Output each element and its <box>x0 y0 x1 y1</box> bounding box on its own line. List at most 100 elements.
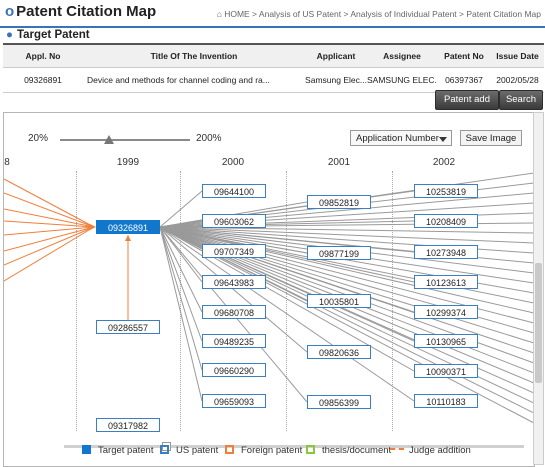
us-patent-node[interactable]: 09877199 <box>307 246 371 260</box>
thesis-swatch-icon <box>306 445 315 454</box>
target-swatch-icon <box>82 445 91 454</box>
zoom-max-label: 200% <box>196 133 222 144</box>
legend-judge: Judge addition <box>390 445 471 456</box>
title-bullet-icon: o <box>5 3 15 20</box>
us-patent-node[interactable]: 09643983 <box>202 275 266 289</box>
citation-edge <box>159 226 534 424</box>
arrowhead-icon <box>125 235 131 241</box>
column-header: Appl. No <box>3 43 83 68</box>
citation-edge <box>159 226 534 414</box>
us-patent-node[interactable]: 09603062 <box>202 214 266 228</box>
legend-us: US patent <box>160 445 218 456</box>
foreign-swatch-icon <box>225 445 234 454</box>
citation-edge <box>159 226 203 402</box>
citation-edge <box>159 226 534 234</box>
chevron-down-icon <box>439 137 447 142</box>
table-row[interactable]: 09326891 Device and methods for channel … <box>3 67 544 93</box>
page-title: o Patent Citation Map <box>5 3 156 20</box>
search-button[interactable]: Search <box>499 90 543 110</box>
citation-edge <box>159 226 534 244</box>
us-patent-node[interactable]: 09489235 <box>202 334 266 348</box>
year-label: 2002 <box>432 157 456 168</box>
legend-label: Target patent <box>98 445 154 456</box>
us-patent-node[interactable]: 09856399 <box>307 395 371 409</box>
column-header: Issue Date <box>491 43 544 68</box>
year-divider <box>286 171 287 431</box>
arrowhead-icon <box>90 224 96 230</box>
section-title-text: Target Patent <box>16 29 90 41</box>
table-header-row: Appl. No Title Of The Invention Applican… <box>3 43 544 68</box>
zoom-slider-handle[interactable] <box>104 135 115 144</box>
citation-edge <box>159 226 534 314</box>
us-patent-node[interactable]: 09659093 <box>202 394 266 408</box>
judge-edge <box>4 220 95 228</box>
us-patent-node[interactable]: 10299374 <box>414 305 478 319</box>
us-patent-node[interactable]: 09852819 <box>307 195 371 209</box>
year-divider <box>392 171 393 431</box>
breadcrumb: ⌂ HOME > Analysis of US Patent > Analysi… <box>216 9 541 19</box>
column-header: Applicant <box>305 43 367 68</box>
scrollbar-thumb[interactable] <box>535 263 542 383</box>
us-patent-node[interactable]: 10035801 <box>307 294 371 308</box>
us-patent-node[interactable]: 10273948 <box>414 245 478 259</box>
legend-label: US patent <box>176 445 219 456</box>
bullet-icon: ● <box>6 29 13 41</box>
us-patent-node[interactable]: 09317982 <box>96 418 160 432</box>
us-patent-node[interactable]: 09286557 <box>96 320 160 334</box>
year-label: 2000 <box>221 157 245 168</box>
us-patent-node[interactable]: 09680708 <box>202 305 266 319</box>
year-label: 8 <box>4 157 10 168</box>
us-patent-node[interactable]: 10130965 <box>414 334 478 348</box>
table-cell: SAMSUNG ELEC... <box>367 67 437 93</box>
us-patent-node[interactable]: 10123613 <box>414 275 478 289</box>
target-patent-node[interactable]: 09326891 <box>96 220 160 234</box>
sort-select-value: Application Number <box>356 133 439 144</box>
legend-label: Foreign patent <box>241 445 303 456</box>
us-patent-node[interactable]: 09820636 <box>307 345 371 359</box>
us-patent-node[interactable]: 09660290 <box>202 363 266 377</box>
table-cell: 2002/05/28 <box>491 67 544 93</box>
table-cell: 09326891 <box>3 67 83 93</box>
save-image-button[interactable]: Save Image <box>460 130 522 146</box>
us-patent-node[interactable]: 10110183 <box>414 394 478 408</box>
table-cell[interactable]: Device and methods for channel coding an… <box>83 67 305 93</box>
year-divider <box>76 171 77 431</box>
section-title: ● Target Patent <box>6 29 90 41</box>
us-patent-node[interactable]: 10253819 <box>414 184 478 198</box>
citation-edge <box>159 226 308 353</box>
judge-edge <box>4 226 95 266</box>
judge-edge <box>4 178 95 228</box>
legend-thesis: thesis/document <box>306 445 391 456</box>
citation-edge <box>159 226 534 304</box>
citation-map[interactable]: 20% 200% Application Number Save Image 8… <box>3 112 535 467</box>
zoom-min-label: 20% <box>28 133 49 144</box>
citation-edge <box>159 190 203 228</box>
legend-label: Judge addition <box>409 445 471 456</box>
us-patent-node[interactable]: 09644100 <box>202 184 266 198</box>
citation-edge <box>159 226 203 283</box>
legend-label: thesis/document <box>322 445 392 456</box>
column-header: Title Of The Invention <box>83 43 305 68</box>
us-patent-node[interactable]: 10208409 <box>414 214 478 228</box>
vertical-scrollbar[interactable] <box>533 112 544 465</box>
citation-edge <box>159 226 415 283</box>
sort-select[interactable]: Application Number <box>350 130 452 146</box>
patent-add-button[interactable]: Patent add <box>435 90 499 110</box>
column-header: Assignee <box>367 43 437 68</box>
zoom-slider[interactable] <box>60 135 190 144</box>
judge-edge <box>4 226 95 282</box>
year-label: 2001 <box>327 157 351 168</box>
year-divider <box>180 171 181 431</box>
us-patent-node[interactable]: 09707349 <box>202 244 266 258</box>
us-patent-node[interactable]: 10090371 <box>414 364 478 378</box>
table-cell: Samsung Elec... <box>305 67 367 93</box>
judge-edge <box>4 226 95 236</box>
legend-target: Target patent <box>82 445 153 456</box>
column-header: Patent No <box>437 43 491 68</box>
citation-edge <box>159 226 203 313</box>
page-header: o Patent Citation Map ⌂ HOME > Analysis o… <box>0 0 545 28</box>
judge-edge <box>4 208 95 228</box>
citation-edge <box>159 226 203 371</box>
page-title-text: Patent Citation Map <box>16 3 157 20</box>
us-swatch-icon <box>160 445 169 454</box>
